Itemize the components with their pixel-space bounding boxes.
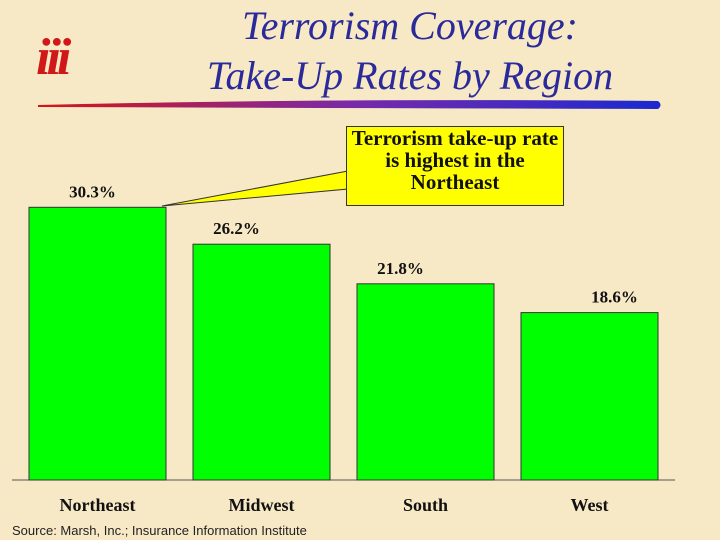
data-label: 18.6% <box>591 288 638 307</box>
data-label: 30.3% <box>69 182 116 201</box>
callout-box: Terrorism take-up rate is highest in the… <box>346 126 564 206</box>
bar-west <box>520 312 659 481</box>
data-label: 26.2% <box>213 219 260 238</box>
bar-south <box>356 283 495 481</box>
callout-pointer <box>161 170 349 207</box>
title-underline-swoosh <box>38 100 661 109</box>
category-label: West <box>571 495 609 515</box>
iii-logo: iii <box>36 29 71 86</box>
category-label: South <box>403 495 448 515</box>
page-title-line-1: Terrorism Coverage: <box>242 3 578 48</box>
category-label: Northeast <box>60 495 136 515</box>
page-title-line-2: Take-Up Rates by Region <box>206 53 614 98</box>
bar-northeast <box>28 206 167 481</box>
data-label: 21.8% <box>377 259 424 278</box>
category-label: Midwest <box>229 495 295 515</box>
source-note: Source: Marsh, Inc.; Insurance Informati… <box>12 523 307 538</box>
bar-midwest <box>192 243 331 481</box>
